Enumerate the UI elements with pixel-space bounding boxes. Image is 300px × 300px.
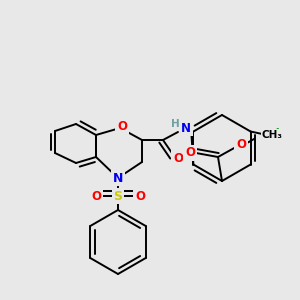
Text: H: H — [171, 119, 179, 129]
Text: N: N — [181, 122, 191, 134]
Text: O: O — [236, 139, 246, 152]
Text: O: O — [135, 190, 145, 202]
Text: O: O — [91, 190, 101, 202]
Text: O: O — [185, 146, 195, 160]
Text: O: O — [173, 152, 183, 164]
Text: N: N — [113, 172, 123, 184]
Text: Cl: Cl — [267, 128, 280, 141]
Text: O: O — [117, 119, 127, 133]
Text: CH₃: CH₃ — [262, 130, 283, 140]
Text: S: S — [113, 190, 122, 202]
